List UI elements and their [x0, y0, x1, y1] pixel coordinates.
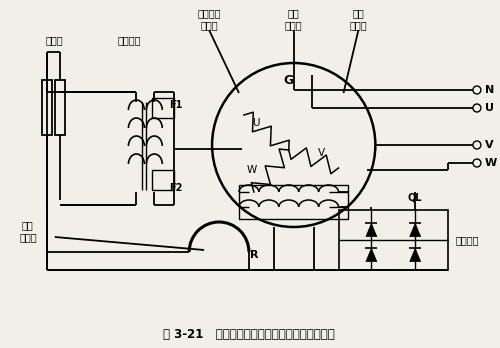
Polygon shape — [366, 248, 377, 262]
Text: 主绕组: 主绕组 — [285, 20, 302, 30]
Text: U: U — [485, 103, 494, 113]
Text: N: N — [485, 85, 494, 95]
Text: R: R — [250, 250, 258, 260]
Text: V: V — [318, 148, 325, 158]
Text: W: W — [247, 165, 257, 175]
Text: 三次谐波: 三次谐波 — [198, 8, 221, 18]
Polygon shape — [366, 223, 377, 237]
Text: 磁场: 磁场 — [22, 220, 34, 230]
Text: 转子绕组: 转子绕组 — [118, 35, 141, 45]
Text: W: W — [485, 158, 497, 168]
Bar — [239, 185, 348, 219]
Polygon shape — [410, 223, 420, 237]
Text: 集电环: 集电环 — [46, 35, 64, 45]
Text: 整流桥组: 整流桥组 — [456, 235, 479, 245]
Bar — [42, 80, 52, 135]
Text: U: U — [252, 118, 260, 128]
Text: F2: F2 — [170, 183, 182, 193]
Bar — [55, 80, 64, 135]
Bar — [338, 210, 448, 270]
Text: 变阻器: 变阻器 — [19, 232, 36, 242]
Polygon shape — [410, 248, 420, 262]
Text: G: G — [284, 74, 294, 87]
Text: 定子: 定子 — [288, 8, 300, 18]
Text: 图 3-21   三次谐波励磁三相交流发电机原理电路: 图 3-21 三次谐波励磁三相交流发电机原理电路 — [163, 329, 335, 341]
Text: V: V — [485, 140, 494, 150]
Text: QL: QL — [408, 192, 422, 202]
Text: F1: F1 — [170, 100, 182, 110]
Text: 基波: 基波 — [352, 8, 364, 18]
Bar — [152, 170, 174, 190]
Bar — [152, 98, 174, 118]
Text: 副绕组: 副绕组 — [200, 20, 218, 30]
Text: 副绕组: 副绕组 — [350, 20, 367, 30]
